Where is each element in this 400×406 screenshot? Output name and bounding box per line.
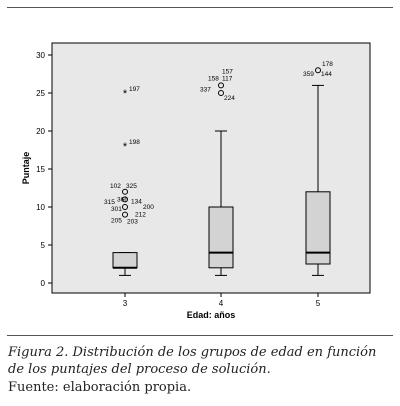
figure-caption: Figura 2. Distribución de los grupos de …: [8, 345, 377, 377]
outlier-label: 117: [222, 75, 233, 82]
outlier-label: 337: [200, 86, 211, 93]
outlier-label: 205: [111, 218, 122, 225]
box-3: [112, 252, 138, 269]
box-4: [208, 206, 234, 269]
y-tick-label: 15: [36, 165, 45, 174]
outlier-label: 203: [127, 219, 138, 226]
outlier-marker: [122, 204, 128, 210]
outlier-label: 144: [321, 71, 332, 78]
outlier-label: 134: [131, 198, 142, 205]
extreme-marker: *: [123, 141, 128, 153]
x-axis-label: Edad: años: [187, 310, 236, 320]
outlier-label: 366: [117, 196, 128, 203]
outlier-label: 198: [129, 139, 140, 146]
extreme-marker: *: [123, 88, 128, 100]
y-axis-label: Puntaje: [21, 152, 31, 185]
outlier-marker: [218, 82, 224, 89]
top-rule: [7, 7, 393, 8]
outlier-marker: [122, 211, 128, 218]
outlier-label: 315: [104, 199, 115, 206]
outlier-marker: [122, 196, 128, 203]
outlier-label: 157: [222, 68, 233, 75]
outlier-label: 224: [224, 95, 235, 102]
outlier-label: 178: [322, 61, 333, 68]
source-note: Fuente: elaboración propia.: [8, 380, 192, 395]
outlier-label: 102: [110, 183, 121, 190]
x-tick-label: 3: [123, 299, 128, 308]
x-tick-label: 5: [316, 299, 321, 308]
outlier-label: 158: [208, 75, 219, 82]
outlier-marker: [315, 67, 321, 74]
outlier-marker: [122, 188, 128, 195]
outlier-label: 197: [129, 86, 140, 93]
outlier-marker: [218, 90, 224, 96]
outlier-label: 212: [135, 212, 146, 219]
y-tick-label: 30: [36, 51, 45, 60]
x-tick-label: 4: [219, 299, 224, 308]
outlier-label: 359: [303, 71, 314, 78]
y-tick-label: 5: [41, 241, 46, 250]
y-tick-label: 25: [36, 89, 45, 98]
y-tick-label: 10: [36, 203, 45, 212]
chart-panel: 0 5 10 15 20 25 30 3 4 5 Edad: años Puntaje * 197 * 198…: [7, 13, 393, 327]
outlier-label: 325: [126, 183, 137, 190]
outlier-label: 200: [143, 204, 154, 211]
y-tick-label: 0: [41, 279, 46, 288]
middle-rule: [7, 335, 393, 336]
y-tick-label: 20: [36, 127, 45, 136]
outlier-label: 301: [111, 206, 122, 213]
